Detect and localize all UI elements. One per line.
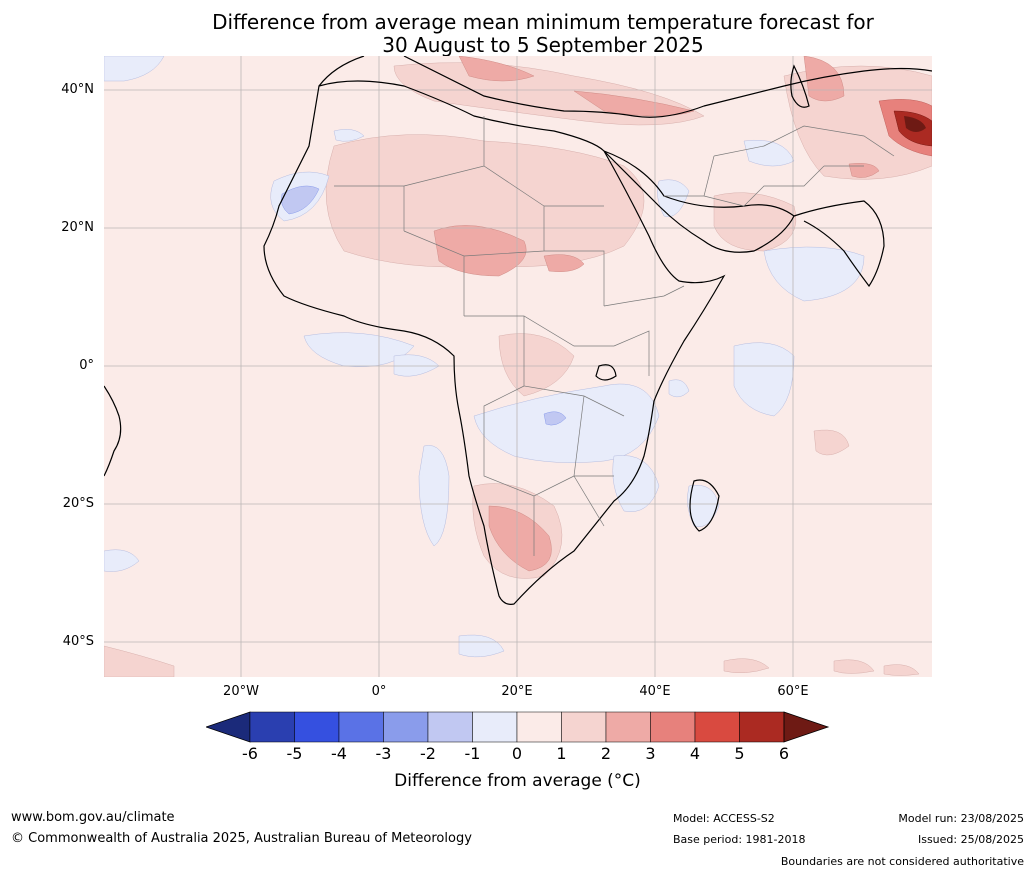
cool-region-indian-ocean (733, 342, 795, 417)
footer-model: Model: ACCESS-S2 (673, 812, 775, 825)
country-borders (334, 116, 895, 556)
warm-region-pakistan (848, 163, 880, 178)
cool-region-egypt (657, 179, 690, 217)
lake-victoria (595, 364, 617, 381)
warm-region-sahel (433, 225, 527, 277)
lon-label-0: 0° (371, 684, 387, 699)
cool-region-western-sahara-core (281, 185, 320, 215)
colorbar-tick-label: 6 (778, 744, 790, 763)
map-title-line-1: Difference from average mean minimum tem… (212, 10, 874, 34)
cool-region-central-africa (473, 383, 660, 463)
colorbar-tick-label: 5 (734, 744, 745, 763)
cool-region-arabia (743, 139, 795, 167)
cool-region-arabian-sea (763, 246, 865, 302)
footer-model-run: Model run: 23/08/2025 (898, 812, 1024, 825)
colorbar-tick-label: -3 (375, 744, 392, 763)
colorbar-extension-low (206, 711, 251, 743)
colorbar-label: Difference from average (°C) (394, 771, 641, 791)
footer-issued: Issued: 25/08/2025 (917, 833, 1024, 846)
cool-region-west-atlantic (104, 549, 140, 572)
warm-region-sudan (543, 254, 585, 272)
europe-coastline (318, 56, 932, 118)
lon-label-20e: 20°E (501, 684, 533, 699)
colorbar-tick-label: -2 (420, 744, 436, 763)
footer-disclaimer: Boundaries are not considered authoritat… (780, 855, 1024, 868)
cool-region-mozambique (612, 455, 660, 512)
cool-region-central-core (543, 411, 567, 426)
warm-region-south-ocean-4 (883, 664, 920, 676)
cool-region-morocco (333, 129, 365, 142)
colorbar-cell (427, 711, 473, 743)
colorbar-extension-high (783, 711, 830, 743)
lat-label-40n: 40°N (61, 82, 94, 97)
colorbar-cell (249, 711, 295, 743)
arabia-coastline (603, 150, 795, 253)
lat-label-20s: 20°S (62, 496, 94, 511)
lon-label-20w: 20°W (223, 684, 259, 699)
cool-anomaly-regions (104, 56, 865, 658)
warm-region-indian-ocean (813, 429, 850, 456)
cool-region-gulf-2 (393, 354, 440, 377)
warm-anomaly-regions (104, 56, 932, 677)
lon-label-40e: 40°E (639, 684, 671, 699)
colorbar-cell (739, 711, 785, 743)
cool-region-red-sea (668, 379, 690, 398)
map-title-line-2: 30 August to 5 September 2025 (382, 33, 704, 57)
colorbar-cell (694, 711, 740, 743)
colorbar-tick-label: -4 (331, 744, 347, 763)
footer-copyright: © Commonwealth of Australia 2025, Austra… (11, 831, 472, 846)
lat-label-40s: 40°S (62, 634, 94, 649)
gridlines (104, 56, 932, 677)
cool-region-north-atlantic (104, 56, 165, 82)
colorbar-cell (605, 711, 651, 743)
madagascar-coastline (689, 479, 720, 532)
colorbar-cell (338, 711, 384, 743)
colorbar-tick-label: 4 (689, 744, 701, 763)
warm-region-iran (803, 56, 845, 102)
colorbar-cell (650, 711, 696, 743)
warm-region-balkans (458, 56, 535, 82)
india-coastline (793, 200, 885, 288)
map-canvas (104, 56, 932, 677)
colorbar-cell (561, 711, 607, 743)
footer-website: www.bom.gov.au/climate (11, 810, 175, 825)
warm-region-horn (498, 333, 575, 397)
colorbar-cell (383, 711, 429, 743)
temperature-anomaly-map (104, 56, 932, 677)
warm-region-tibet-peak (904, 116, 926, 132)
warm-region-south-ocean-3 (833, 659, 875, 674)
south-america-coastline (104, 385, 122, 477)
cool-region-south-indian (458, 634, 505, 658)
cool-region-madagascar (687, 484, 720, 528)
lat-label-equator: 0° (79, 358, 94, 373)
colorbar-tick-label: 1 (556, 744, 567, 763)
colorbar (206, 711, 830, 743)
warm-region-south-ocean-2 (723, 658, 770, 674)
colorbar-cell (472, 711, 518, 743)
colorbar-tick-label: 2 (600, 744, 612, 763)
lat-label-20n: 20°N (61, 220, 94, 235)
footer-base-period: Base period: 1981-2018 (673, 833, 806, 846)
colorbar-tick-label: -1 (464, 744, 481, 763)
colorbar-tick-label: -5 (286, 744, 303, 763)
warm-region-turkey (573, 90, 695, 117)
colorbar-cell (516, 711, 562, 743)
lon-label-60e: 60°E (777, 684, 809, 699)
caspian-coastline (790, 64, 810, 108)
colorbar-cell (294, 711, 340, 743)
colorbar-tick-label: 3 (645, 744, 656, 763)
coastlines (104, 56, 932, 605)
warm-region-south-ocean-1 (104, 645, 175, 677)
colorbar-tick-label: 0 (511, 744, 523, 763)
colorbar-tick-label: -6 (242, 744, 258, 763)
warm-region-south-africa (488, 505, 552, 572)
cool-region-south-atlantic (418, 445, 450, 547)
